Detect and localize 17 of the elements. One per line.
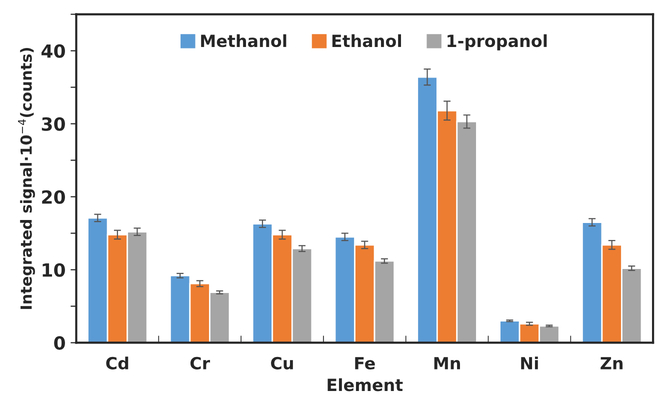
- legend-label: Ethanol: [332, 34, 402, 48]
- y-axis-title: Integrated signal·10$^{−4}$(counts): [18, 48, 35, 309]
- x-tick-label: Ni: [521, 356, 538, 370]
- legend-label: 1-propanol: [448, 34, 547, 50]
- y-tick-label: 40: [42, 44, 65, 58]
- x-tick-label: Fe: [355, 357, 375, 370]
- x-tick-label: Mn: [434, 357, 460, 370]
- x-tick-label: Zn: [600, 357, 623, 370]
- x-axis-title: Element: [328, 378, 403, 392]
- y-tick-label: 30: [42, 117, 65, 131]
- x-tick-label: Cr: [190, 356, 210, 370]
- y-tick-label: 10: [42, 263, 65, 277]
- y-tick-label: 0: [54, 336, 65, 350]
- legend-label: Methanol: [201, 34, 286, 48]
- y-tick-label: 20: [42, 190, 65, 204]
- x-tick-label: Cu: [271, 356, 293, 370]
- x-tick-label: Cd: [106, 356, 128, 370]
